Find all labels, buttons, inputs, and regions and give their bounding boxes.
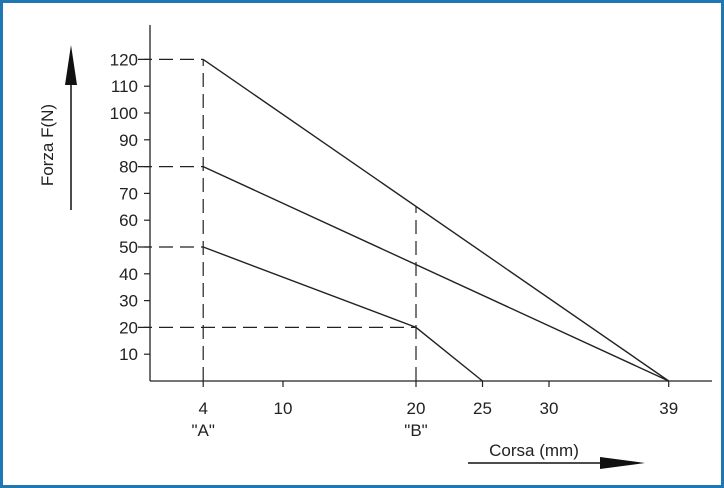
series-line [202, 165, 669, 382]
y-tick-label: 100 [110, 104, 138, 123]
y-tick-label: 20 [119, 318, 138, 337]
y-tick-label: 50 [119, 238, 138, 257]
reference-lines [138, 58, 417, 381]
x-axis-arrow-icon [468, 457, 645, 469]
x-tick-label: 39 [659, 399, 678, 418]
x-tick-label: 20 [407, 399, 426, 418]
series-line [202, 58, 670, 382]
y-tick-label: 70 [119, 184, 138, 203]
x-tick-label: 25 [473, 399, 492, 418]
y-tick-label: 90 [119, 131, 138, 150]
y-tick-label: 30 [119, 292, 138, 311]
y-tick-label: 10 [119, 345, 138, 364]
x-tick-label: 30 [540, 399, 559, 418]
x-tick-label: 4 [198, 399, 207, 418]
x-tick-label: 10 [274, 399, 293, 418]
y-tick-label: 60 [119, 211, 138, 230]
series-lines [202, 58, 670, 382]
series-line [202, 246, 483, 382]
y-tick-label: 80 [119, 158, 138, 177]
y-tick-label: 120 [110, 50, 138, 69]
x-marker-label: "B" [404, 421, 427, 440]
y-tick-label: 110 [111, 77, 138, 96]
x-axis-label: Corsa (mm) [489, 441, 579, 460]
axes [149, 25, 712, 382]
y-tick-label: 40 [119, 265, 138, 284]
y-axis-label: Forza F(N) [38, 104, 57, 186]
tick-labels: 10 20 30 40 50 60 70 80 90 100 110 120 4 10 20 25 30 39 "A… [110, 50, 679, 440]
x-marker-label: "A" [191, 421, 214, 440]
y-axis-arrow-icon [65, 45, 77, 210]
